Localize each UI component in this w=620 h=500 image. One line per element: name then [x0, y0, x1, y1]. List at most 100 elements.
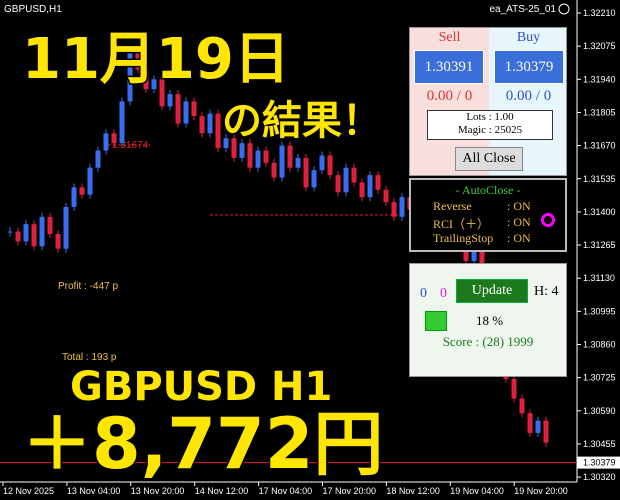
- candle: [223, 138, 229, 149]
- candle: [239, 143, 245, 158]
- candle: [519, 398, 525, 414]
- candle: [511, 378, 517, 399]
- candle: [295, 157, 301, 168]
- buy-label: Buy: [516, 30, 541, 45]
- symbol: GBPUSD,H1: [4, 4, 62, 15]
- status-dot: [541, 213, 555, 227]
- candle: [215, 113, 221, 149]
- candle: [95, 150, 101, 168]
- autoclose-value: : ON: [507, 231, 531, 245]
- candle: [359, 182, 365, 198]
- profit-label: Profit : -447 p: [58, 281, 118, 292]
- candle: [279, 145, 285, 178]
- candle: [351, 167, 357, 183]
- candle: [71, 187, 77, 207]
- buy-pl: 0.00 / 0: [505, 88, 552, 104]
- price-tick-label: 1.32075: [583, 41, 616, 51]
- candle: [7, 231, 13, 233]
- candle: [119, 101, 125, 144]
- candle: [543, 420, 549, 443]
- hours: H: 4: [534, 284, 559, 299]
- candle: [175, 94, 181, 124]
- candle: [271, 162, 277, 178]
- price-tick-label: 1.31805: [583, 107, 616, 117]
- price-tick-label: 1.30725: [583, 373, 616, 383]
- price-tick-label: 1.30320: [583, 472, 616, 482]
- date-caption: 11月19日: [22, 27, 290, 92]
- ea-icon: [558, 3, 570, 15]
- time-label: 14 Nov 12:00: [195, 486, 249, 496]
- count-magenta: 0: [440, 286, 447, 301]
- candle: [247, 143, 253, 168]
- candle: [191, 101, 197, 117]
- current-price-box: [577, 456, 620, 469]
- status-square: [425, 311, 447, 331]
- candle: [263, 150, 269, 163]
- price-tick-label: 1.31940: [583, 74, 616, 84]
- amount-caption: ＋8,772円: [22, 403, 383, 485]
- current-price-label: 1.30379: [583, 458, 616, 468]
- candle: [327, 155, 333, 176]
- autoclose-value: : ON: [507, 199, 531, 213]
- candle: [111, 133, 117, 144]
- candle: [183, 101, 189, 124]
- result-caption: の結果！: [222, 98, 382, 144]
- time-label: 17 Nov 20:00: [323, 486, 377, 496]
- lots-box: Lots : 1.00 Magic : 25025: [427, 110, 553, 140]
- candle: [55, 234, 61, 249]
- pair-caption: GBPUSD H1: [70, 364, 332, 410]
- candle: [319, 155, 325, 171]
- ea-name: ea_ATS-25_01: [489, 4, 556, 15]
- candle: [167, 94, 173, 107]
- time-label: 13 Nov 04:00: [67, 486, 121, 496]
- candle: [199, 116, 205, 134]
- status-panel: 0 0 Update H: 4 18 % Score : (28) 1999: [409, 263, 567, 377]
- candle: [63, 206, 69, 249]
- time-label: 13 Nov 20:00: [131, 486, 185, 496]
- candle: [383, 189, 389, 203]
- score: Score : (28) 1999: [442, 334, 534, 349]
- time-label: 18 Nov 12:00: [386, 486, 440, 496]
- sell-button[interactable]: 1.30391: [414, 50, 484, 84]
- candle: [231, 138, 237, 158]
- candle: [159, 79, 165, 107]
- buy-button[interactable]: 1.30379: [494, 50, 564, 84]
- candle: [255, 150, 261, 168]
- magic: Magic : 25025: [457, 124, 523, 136]
- autoclose-value: : ON: [507, 215, 531, 229]
- price-tick-label: 1.32210: [583, 8, 616, 18]
- candle: [87, 167, 93, 195]
- price-tick-label: 1.31265: [583, 240, 616, 250]
- candle: [39, 216, 45, 247]
- candle: [391, 202, 397, 217]
- candle: [31, 224, 37, 247]
- candle: [343, 167, 349, 193]
- price-tick-label: 1.31400: [583, 207, 616, 217]
- candle: [535, 420, 541, 433]
- percent: 18 %: [476, 313, 504, 328]
- all-close-button[interactable]: All Close: [455, 147, 523, 171]
- price-tick-label: 1.31535: [583, 174, 616, 184]
- trade-panel: Sell Buy 1.30391 1.30379 0.00 / 0 0.00 /…: [409, 27, 567, 176]
- candle: [399, 197, 405, 217]
- update-button[interactable]: Update: [456, 279, 528, 303]
- price-tick-label: 1.31670: [583, 141, 616, 151]
- price-tick-label: 1.30995: [583, 306, 616, 316]
- candle: [207, 113, 213, 134]
- candle: [287, 145, 293, 168]
- autoclose-key: Reverse: [433, 199, 472, 213]
- price-tick-label: 1.30590: [583, 406, 616, 416]
- candle: [151, 79, 157, 90]
- autoclose-title: - AutoClose -: [455, 183, 521, 197]
- price-tick-label: 1.30860: [583, 339, 616, 349]
- candle: [135, 52, 141, 70]
- autoclose-key: RCI（＋）: [433, 217, 490, 231]
- candle: [311, 170, 317, 188]
- candle: [335, 175, 341, 193]
- candle: [47, 216, 53, 235]
- autoclose-panel: - AutoClose - Reverse: ON RCI（＋）: ON Trail…: [409, 178, 567, 252]
- order-label: 1.31674: [112, 140, 149, 151]
- time-label: 19 Nov 04:00: [450, 486, 504, 496]
